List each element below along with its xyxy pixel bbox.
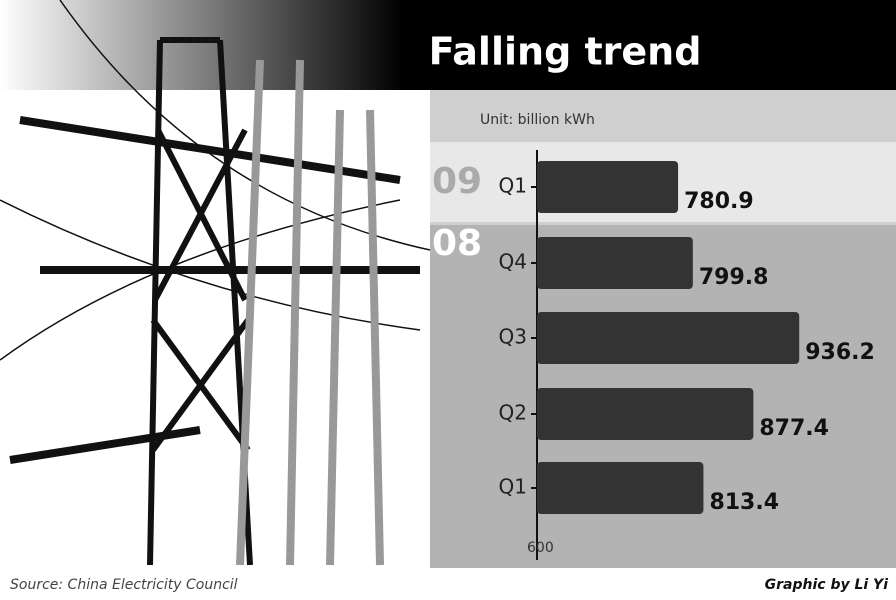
bar	[537, 312, 800, 364]
y-tick-label: Q2	[499, 401, 527, 425]
y-tick-label: Q3	[499, 325, 527, 349]
value-label: 877.4	[759, 416, 829, 441]
group-label: 08	[432, 223, 482, 264]
y-tick-label: Q1	[499, 475, 527, 499]
pylon-shadow	[236, 59, 384, 566]
chart-title: Falling trend	[429, 30, 702, 74]
pylon-illustration	[0, 0, 431, 566]
value-label: 780.9	[684, 189, 754, 214]
header-band	[0, 0, 896, 90]
bar	[537, 462, 704, 514]
bar	[537, 161, 679, 213]
y-tick-label: Q1	[499, 174, 527, 198]
y-tick-label: Q4	[499, 250, 527, 274]
source: Source: China Electricity Council	[10, 577, 238, 593]
credit: Graphic by Li Yi	[765, 577, 889, 593]
unit-label: Unit: billion kWh	[480, 112, 595, 128]
x-tick-label: 600	[527, 540, 554, 556]
value-label: 936.2	[805, 340, 875, 365]
bar	[537, 237, 693, 289]
group-label: 09	[432, 161, 482, 202]
value-label: 813.4	[709, 490, 779, 515]
value-label: 799.8	[699, 265, 769, 290]
bar	[537, 388, 754, 440]
